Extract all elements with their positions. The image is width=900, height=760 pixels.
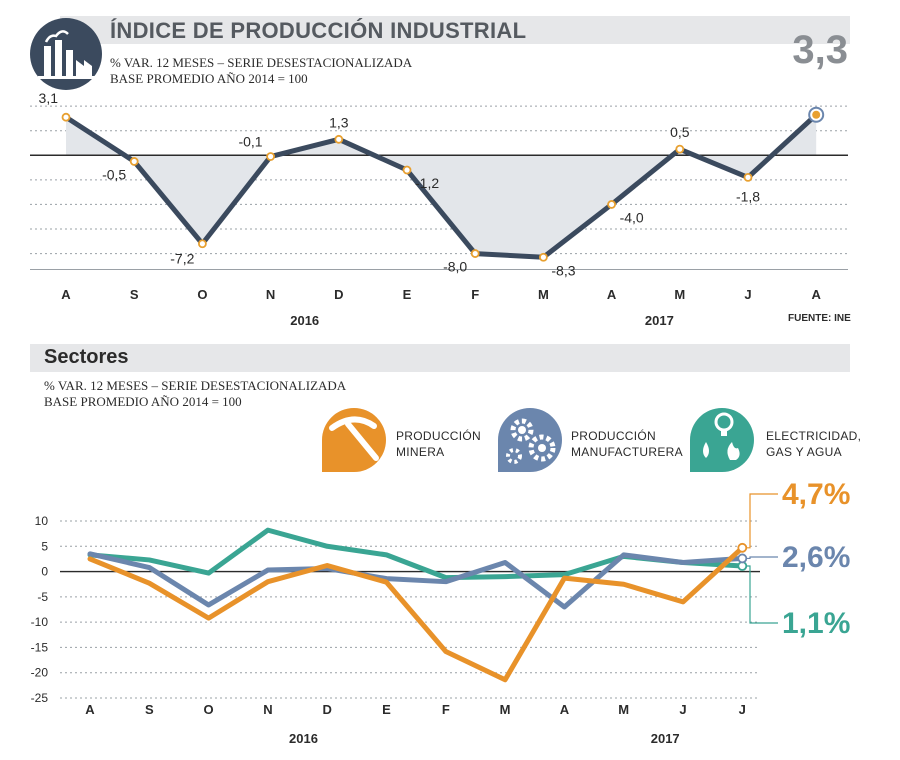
y-tick-label: -25 xyxy=(31,691,49,705)
end-label-manufactura: 2,6% xyxy=(782,541,851,574)
sectors-title: Sectores xyxy=(44,346,129,368)
data-label: -0,5 xyxy=(102,166,126,182)
legend-electricidad: ELECTRICIDAD, GAS Y AGUA xyxy=(766,428,861,460)
x-tick-label: O xyxy=(204,702,214,717)
data-point xyxy=(470,249,480,258)
year-label: 2017 xyxy=(645,313,674,328)
x-tick-label: E xyxy=(382,702,391,717)
year-label: 2016 xyxy=(289,731,318,746)
y-tick-label: 5 xyxy=(41,539,48,553)
sectors-subtitle: % VAR. 12 MESES – SERIE DESESTACIONALIZA… xyxy=(44,378,346,410)
y-tick-label: -15 xyxy=(31,640,49,654)
data-label: -8,3 xyxy=(551,262,575,278)
header-subtitle: % VAR. 12 MESES – SERIE DESESTACIONALIZA… xyxy=(110,55,412,87)
data-label: 3,1 xyxy=(39,90,59,106)
data-label: -4,0 xyxy=(620,209,644,225)
sectors-subtitle-line-2: BASE PROMEDIO AÑO 2014 = 100 xyxy=(44,394,242,409)
data-label: 0,5 xyxy=(670,124,690,140)
data-point xyxy=(402,165,412,175)
x-tick-label: J xyxy=(679,702,686,717)
end-point-manufactura xyxy=(737,553,748,564)
x-tick-label: S xyxy=(130,287,139,302)
main-chart: 3,1 -0,5 -7,2 -0,1 1,3 -1,2 -8,0 -8,3 -4,0 0,5 -1,… xyxy=(30,90,848,328)
y-tick-label: 0 xyxy=(41,565,48,579)
data-point xyxy=(539,252,548,262)
data-label: 1,3 xyxy=(329,114,349,130)
area-fill xyxy=(66,114,817,258)
legend-manufactura-line-2: MANUFACTURERA xyxy=(571,445,683,459)
latest-value: 3,3 xyxy=(792,28,848,72)
x-tick-label: N xyxy=(266,287,275,302)
data-point xyxy=(675,144,685,154)
sectors-bar xyxy=(30,344,850,372)
data-point xyxy=(197,239,207,249)
x-tick-label: F xyxy=(471,287,479,302)
data-label: -1,8 xyxy=(736,188,760,204)
x-tick-label: J xyxy=(739,702,746,717)
data-label: -1,2 xyxy=(415,175,439,191)
data-point xyxy=(812,110,821,119)
subtitle-line-2: BASE PROMEDIO AÑO 2014 = 100 xyxy=(110,71,308,86)
legend-mineria: PRODUCCIÓN MINERA xyxy=(396,428,481,460)
x-tick-label: S xyxy=(145,702,154,717)
factory-icon xyxy=(28,16,104,92)
x-tick-label: A xyxy=(560,702,570,717)
x-tick-label: A xyxy=(812,287,822,302)
x-tick-label: N xyxy=(263,702,272,717)
legend-mineria-line-1: PRODUCCIÓN xyxy=(396,429,482,443)
data-point xyxy=(743,173,753,182)
data-label: -0,1 xyxy=(238,134,262,150)
series-line xyxy=(63,112,819,260)
x-tick-label: F xyxy=(442,702,450,717)
title-bar xyxy=(60,16,850,44)
x-tick-label: M xyxy=(500,702,511,717)
year-label: 2016 xyxy=(290,313,319,328)
series-line-manufactura xyxy=(87,551,745,610)
subtitle-line-1: % VAR. 12 MESES – SERIE DESESTACIONALIZA… xyxy=(110,55,413,70)
data-point xyxy=(266,152,276,161)
connector-manufactura xyxy=(746,556,778,560)
x-tick-label: A xyxy=(61,287,71,302)
x-tick-label: D xyxy=(323,702,332,717)
x-tick-label: M xyxy=(538,287,549,302)
legend-electricidad-line-2: GAS Y AGUA xyxy=(766,445,842,459)
gears-icon xyxy=(494,404,568,479)
y-tick-label: 10 xyxy=(35,514,49,528)
legend-manufactura-line-1: PRODUCCIÓN xyxy=(571,429,657,443)
pickaxe-icon xyxy=(318,404,392,479)
connector-electricidad xyxy=(746,565,778,624)
sectors-subtitle-line-1: % VAR. 12 MESES – SERIE DESESTACIONALIZA… xyxy=(44,378,347,393)
x-tick-label: J xyxy=(744,287,751,302)
y-tick-label: -10 xyxy=(31,615,49,629)
end-label-electricidad: 1,1% xyxy=(782,607,851,640)
connector-mineria xyxy=(746,493,778,549)
x-tick-label: D xyxy=(334,287,343,302)
data-label: -8,0 xyxy=(443,259,467,275)
series-line-mineria xyxy=(87,545,745,683)
data-point xyxy=(61,112,71,122)
x-tick-label: A xyxy=(607,287,617,302)
y-tick-label: -5 xyxy=(37,590,48,604)
y-tick-label: -20 xyxy=(31,666,49,680)
source-label: FUENTE: INE xyxy=(788,313,851,324)
year-label: 2017 xyxy=(651,731,680,746)
data-point xyxy=(334,134,344,144)
legend-manufactura: PRODUCCIÓN MANUFACTURERA xyxy=(571,428,683,460)
x-tick-label: O xyxy=(197,287,207,302)
utilities-icon xyxy=(686,404,760,479)
page-title: ÍNDICE DE PRODUCCIÓN INDUSTRIAL xyxy=(110,18,527,43)
series-line-electricidad xyxy=(87,527,745,581)
x-tick-label: E xyxy=(403,287,412,302)
sector-chart: 10 5 0 -5 -10 -15 -20 -25 A S O N D E F M A M J J 2016 2017 xyxy=(31,493,778,746)
end-point-mineria xyxy=(737,542,748,553)
legend-mineria-line-2: MINERA xyxy=(396,445,445,459)
legend-electricidad-line-1: ELECTRICIDAD, xyxy=(766,429,862,443)
end-label-mineria: 4,7% xyxy=(782,478,851,511)
x-tick-label: M xyxy=(618,702,629,717)
x-tick-label: M xyxy=(674,287,685,302)
data-point xyxy=(129,157,139,166)
data-label: -7,2 xyxy=(170,251,194,267)
data-point xyxy=(607,200,616,209)
x-tick-label: A xyxy=(85,702,95,717)
